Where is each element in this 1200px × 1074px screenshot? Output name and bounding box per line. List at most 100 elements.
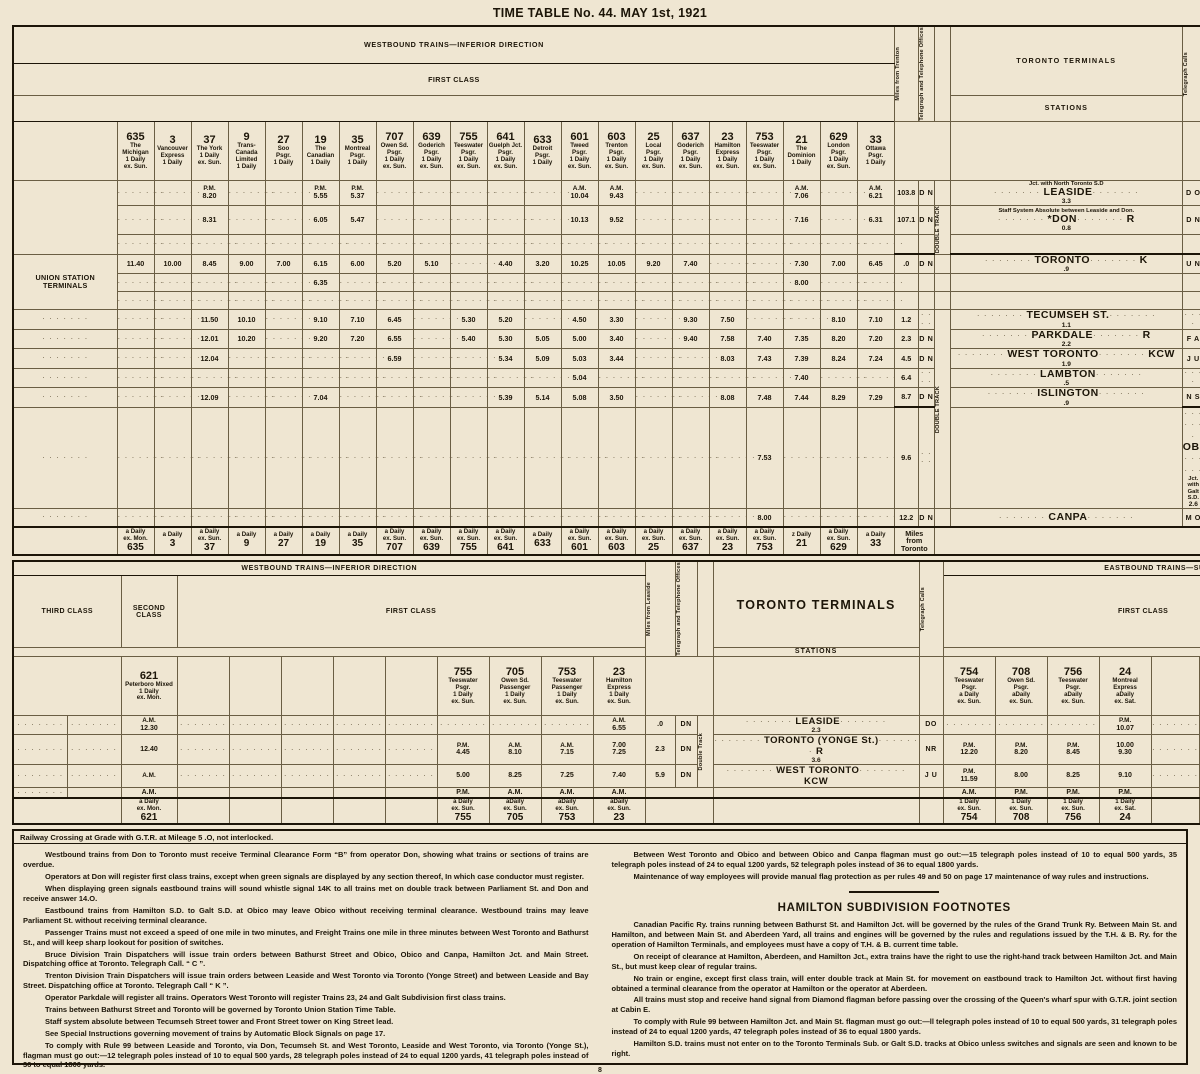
time-cell[interactable]: · · · · · · · [708, 367, 755, 389]
time-cell[interactable]: · · · · · · · [153, 508, 200, 528]
third-class-cell[interactable]: · · · · · · · [66, 733, 122, 765]
time-cell[interactable]: · · · · · · · [116, 179, 163, 207]
time-cell[interactable]: 7.10 [338, 309, 377, 330]
time-cell[interactable]: 5.09 [523, 348, 562, 369]
time-cell[interactable]: · · · · · · · [116, 348, 163, 369]
time-cell[interactable]: · · · · · · · [745, 291, 792, 311]
train-column-header-754[interactable]: 754 Teeswater Psgr. a Daily ex. Sun. [942, 655, 996, 716]
time-cell[interactable]: 7.48 [745, 387, 784, 408]
time-cell-756[interactable]: P.M. 8.45 [1046, 733, 1100, 765]
train-footer-23[interactable]: aDaily ex. Sun. 23 [592, 796, 646, 825]
time-cell[interactable]: · · · · · · · [597, 406, 644, 510]
time-cell[interactable]: 9.52 [597, 205, 636, 235]
train-footer-621[interactable]: a Daily ex. Mon. 621 [120, 796, 178, 825]
time-cell-755[interactable]: 5.00 [436, 763, 490, 788]
time-cell[interactable]: A.M. 7.06 [782, 179, 821, 207]
train-footer-37[interactable]: a Daily ex. Sun. 37 [190, 526, 229, 556]
time-cell[interactable]: · · · · · · · [153, 179, 200, 207]
time-cell[interactable]: · · · · · · · [116, 291, 163, 311]
time-cell[interactable]: 5.05 [523, 328, 562, 350]
time-cell[interactable]: A.M. 10.04 [560, 179, 599, 207]
train-footer-24[interactable]: 1 Daily ex. Sat. 24 [1098, 796, 1152, 825]
train-column-header-756[interactable]: 756 Teeswater Psgr. aDaily ex. Sun. [1046, 655, 1100, 716]
time-cell[interactable]: · · · · · · · [116, 273, 163, 293]
train-footer-705[interactable]: aDaily ex. Sun. 705 [488, 796, 542, 825]
station-cell-lower[interactable]: · · · · · · · TORONTO (YONGE St.)· · · ·… [712, 733, 920, 765]
time-cell[interactable]: · · · · · · · [708, 273, 755, 293]
train-footer-603[interactable]: a Daily ex. Sun. 603 [597, 526, 636, 556]
time-cell[interactable]: · · · · · · · [523, 273, 570, 293]
time-cell[interactable]: 7.20 [338, 328, 377, 350]
train-footer-753[interactable]: aDaily ex. Sun. 753 [540, 796, 594, 825]
time-cell[interactable]: · · · · · · · [190, 508, 237, 528]
time-cell[interactable]: 10.25 [560, 253, 599, 275]
time-cell[interactable]: · · · · · · · [782, 309, 829, 330]
time-cell[interactable]: · · · · · · · [301, 367, 348, 389]
time-cell[interactable]: · · · · · · · [264, 387, 311, 408]
time-cell[interactable]: · · · · · · · [301, 233, 348, 255]
train-column-header-603[interactable]: 603 Trenton Psgr. 1 Daily ex. Sun. [597, 120, 636, 181]
station-cell[interactable]: · · · · · · · OBICO· · · · · · · Jct. wi… [1181, 406, 1200, 510]
time-cell[interactable]: · · · · · · · [227, 205, 274, 235]
time-cell[interactable]: 11.40 [116, 253, 155, 275]
time-cell[interactable]: · · · · · · · [708, 233, 755, 255]
time-cell[interactable]: 5.47 [338, 205, 377, 235]
time-cell[interactable]: · · · · · · · [449, 291, 496, 311]
time-cell[interactable]: · · · · · · · [116, 367, 163, 389]
train-column-header-637[interactable]: 637 Goderich Psgr. 1 Daily ex. Sun. [671, 120, 710, 181]
time-cell[interactable]: · · · · · · · [782, 291, 829, 311]
station-cell[interactable]: · · · · · · · CANPA· · · · · · · [949, 508, 1183, 528]
time-cell-24[interactable]: P.M. 10.07 [1098, 714, 1152, 735]
time-cell[interactable]: · · · · · · · [449, 508, 496, 528]
time-cell-708[interactable]: · · · · · · · [994, 714, 1048, 735]
train-footer-3[interactable]: a Daily 3 [153, 526, 192, 556]
time-cell[interactable]: · · · · · · · [634, 205, 681, 235]
time-cell[interactable]: · · · · · · · [227, 367, 274, 389]
time-cell[interactable]: 6.59 [375, 348, 414, 369]
time-cell[interactable]: 7.30 [782, 253, 821, 275]
time-cell[interactable]: · · · · · · · [412, 348, 459, 369]
time-cell[interactable]: · · · · · · · [190, 291, 237, 311]
time-cell[interactable]: · · · · · · · [227, 406, 274, 510]
station-cell[interactable]: Jct. with North Toronto S.D · · · · · · ·… [949, 179, 1183, 207]
time-cell[interactable]: · · · · · · · [264, 309, 311, 330]
time-cell[interactable]: · · · · · · · [227, 348, 274, 369]
time-cell[interactable]: · · · · · · · [412, 387, 459, 408]
time-cell[interactable]: 10.20 [227, 328, 266, 350]
station-cell[interactable]: · · · · · · · TECUMSEH ST.· · · · · · · … [949, 309, 1183, 330]
time-cell[interactable]: · · · · · · · [523, 179, 570, 207]
time-cell[interactable]: · · · · · · · [264, 367, 311, 389]
time-cell[interactable]: 5.03 [560, 348, 599, 369]
time-cell-705[interactable]: 8.25 [488, 763, 542, 788]
time-cell[interactable]: · · · · · · · [153, 309, 200, 330]
time-cell[interactable]: · · · · · · · [671, 348, 718, 369]
time-cell[interactable]: · · · · · · · [412, 309, 459, 330]
time-cell[interactable]: · · · · · · · [819, 367, 866, 389]
train-column-header-641[interactable]: 641 Guelph Jct. Psgr. 1 Daily ex. Sun. [486, 120, 525, 181]
time-cell[interactable]: P.M. 8.20 [190, 179, 229, 207]
time-cell[interactable]: 10.00 [153, 253, 192, 275]
time-cell[interactable]: · · · · · · · [153, 291, 200, 311]
time-cell[interactable]: · · · · · · · [486, 233, 533, 255]
time-cell[interactable]: · · · · · · · [412, 508, 459, 528]
train-column-header-23[interactable]: 23 Hamilton Express 1 Daily ex. Sun. [708, 120, 747, 181]
time-cell[interactable]: · · · · · · · [523, 233, 570, 255]
time-cell[interactable]: · · · · · · · [449, 273, 496, 293]
time-cell[interactable]: · · · · · · · [856, 367, 903, 389]
time-cell-708[interactable]: 8.00 [994, 763, 1048, 788]
time-cell[interactable]: 9.00 [227, 253, 266, 275]
time-cell[interactable]: · · · · · · · [523, 205, 570, 235]
time-cell[interactable]: · · · · · · · [301, 348, 348, 369]
time-cell[interactable]: 10.05 [597, 253, 636, 275]
time-cell[interactable]: · · · · · · · [634, 348, 681, 369]
time-cell[interactable]: · · · · · · · [708, 406, 755, 510]
train-footer-756[interactable]: 1 Daily ex. Sun. 756 [1046, 796, 1100, 825]
time-cell[interactable]: · · · · · · · [745, 309, 792, 330]
train-footer-19[interactable]: a Daily 19 [301, 526, 340, 556]
train-column-header-9[interactable]: 9 Trans-Canada Limited 1 Daily [227, 120, 266, 181]
time-cell[interactable]: 5.39 [486, 387, 525, 408]
time-cell[interactable]: · · · · · · · [375, 291, 422, 311]
train-footer-707[interactable]: a Daily ex. Sun. 707 [375, 526, 414, 556]
time-cell[interactable]: 7.00 [264, 253, 303, 275]
time-cell[interactable]: · · · · · · · [634, 387, 681, 408]
